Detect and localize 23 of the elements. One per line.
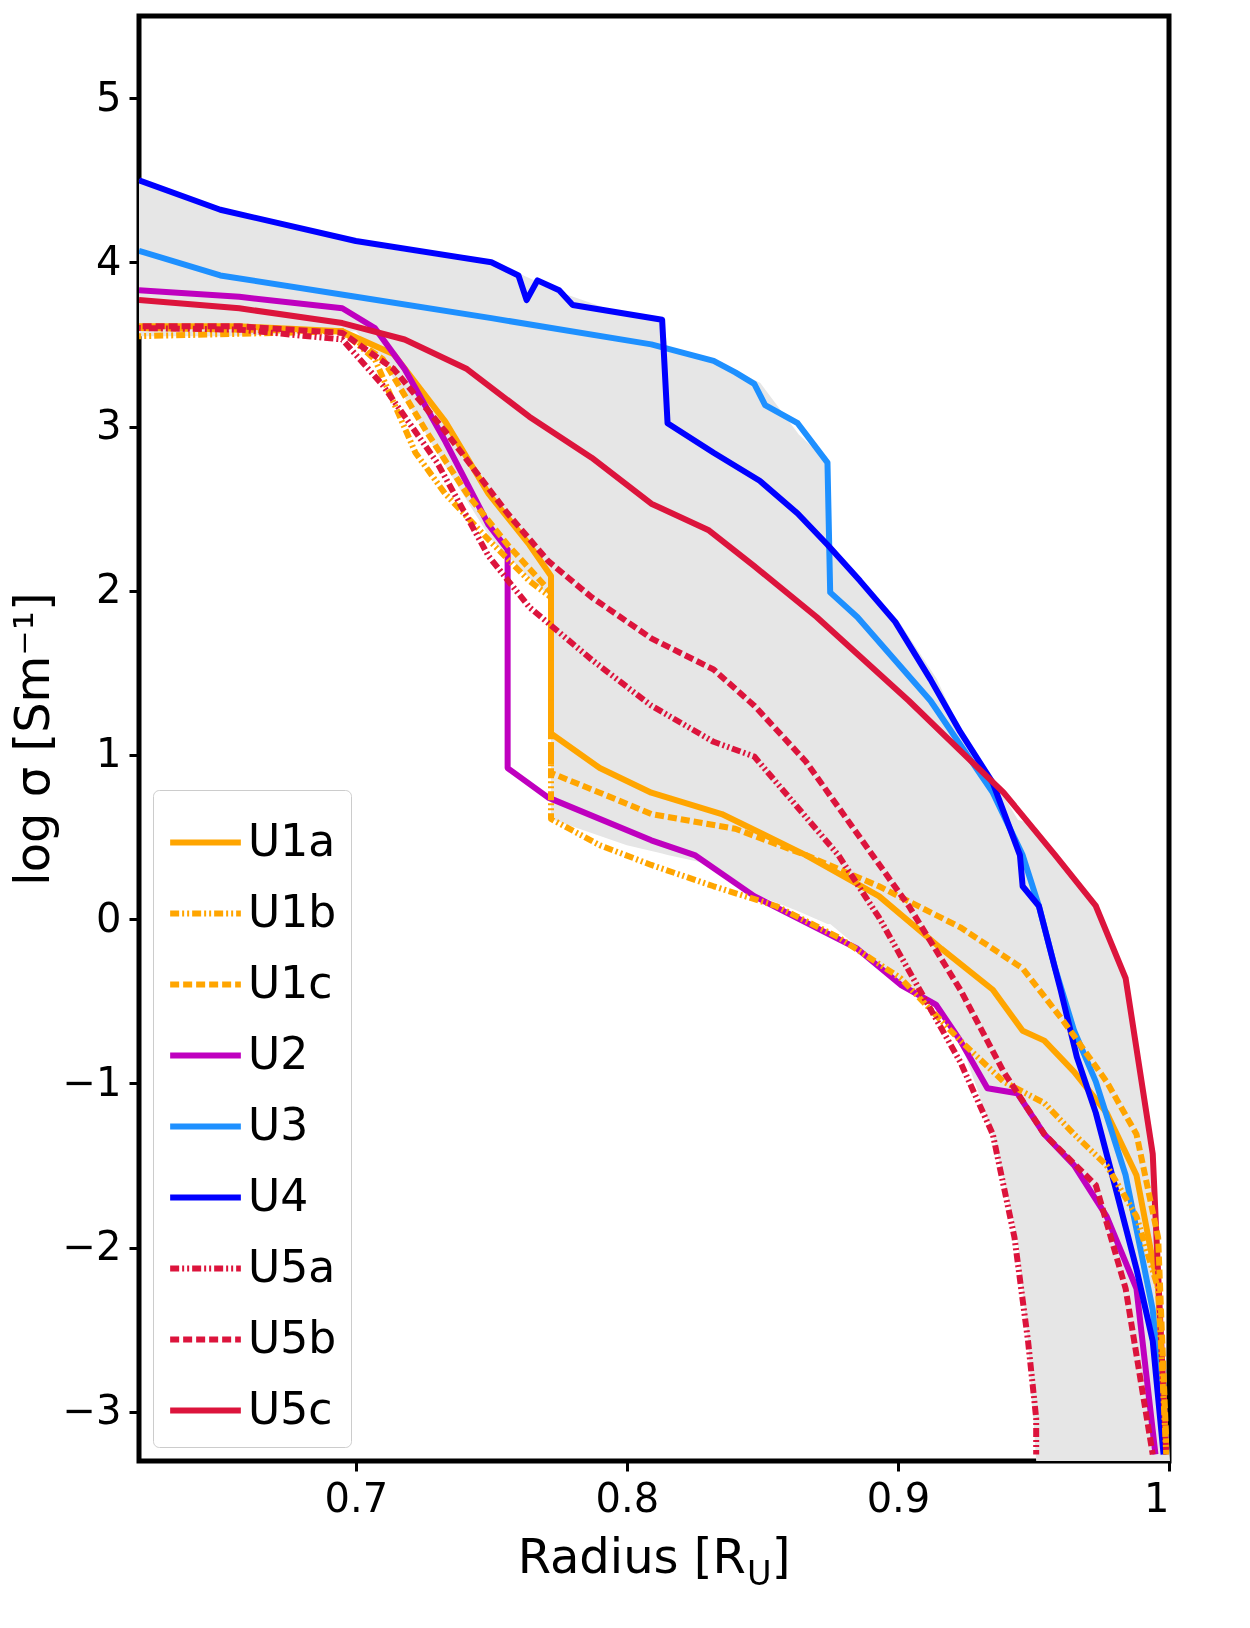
legend-label: U1c [248,956,333,1008]
legend-label: U3 [248,1098,309,1150]
y-tick-label: −3 [62,1387,122,1434]
y-tick-label: 3 [96,402,122,449]
y-tick-label: 0 [96,894,122,941]
legend-label: U1b [248,885,337,937]
x-tick-label: 1 [1144,1474,1170,1521]
x-tick-label: 0.9 [866,1474,931,1521]
x-tick-label: 0.8 [595,1474,660,1521]
y-axis-title: log σ [Sm⁻¹] [3,592,60,886]
legend-label: U5a [248,1240,336,1292]
x-tick-label: 0.7 [324,1474,389,1521]
y-tick-label: 5 [96,73,122,120]
legend-label: U4 [248,1169,309,1221]
y-tick-label: 1 [96,730,122,777]
legend-label: U5b [248,1311,337,1363]
y-tick-label: −2 [62,1223,122,1270]
y-tick-label: 2 [96,566,122,613]
legend-label: U5c [248,1382,333,1434]
legend-label: U2 [248,1027,309,1079]
y-tick-label: 4 [96,237,122,284]
y-tick-label: −1 [62,1058,122,1105]
legend-label: U1a [248,814,336,866]
